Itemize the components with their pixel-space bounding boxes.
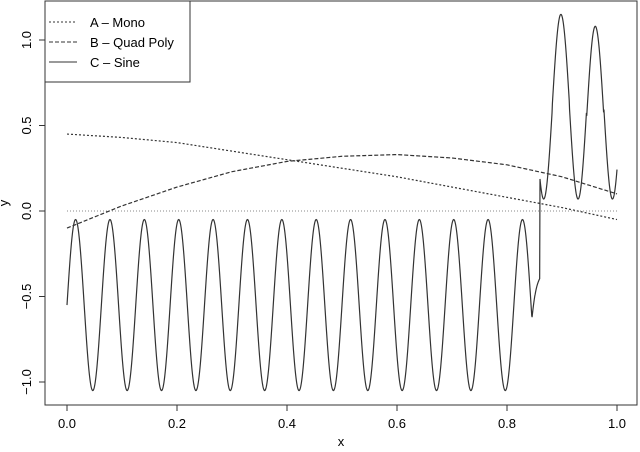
y-tick-label: 1.0	[19, 31, 34, 49]
x-tick-label: 0.0	[58, 416, 76, 431]
legend-label-quad-poly: B – Quad Poly	[90, 35, 174, 50]
series-line-mono	[66, 133, 618, 221]
series-line-quad-poly	[66, 153, 618, 229]
legend-label-sine: C – Sine	[90, 55, 140, 70]
legend-label-mono: A – Mono	[90, 15, 145, 30]
y-tick-label: −0.5	[19, 284, 34, 310]
y-tick-label: 0.5	[19, 116, 34, 134]
x-tick-label: 0.6	[388, 416, 406, 431]
x-tick-label: 0.2	[168, 416, 186, 431]
x-axis: 0.0 0.2 0.4 0.6 0.8 1.0	[58, 404, 626, 431]
series-line-sine	[66, 13, 618, 392]
x-tick-label: 0.8	[498, 416, 516, 431]
y-tick-label: 0.0	[19, 202, 34, 220]
legend: A – Mono B – Quad Poly C – Sine	[44, 0, 191, 83]
x-axis-title: x	[338, 434, 345, 449]
x-tick-label: 0.4	[278, 416, 296, 431]
y-tick-label: −1.0	[19, 369, 34, 395]
x-tick-label: 1.0	[608, 416, 626, 431]
y-axis-title: y	[0, 199, 11, 206]
series-layer	[66, 13, 618, 392]
y-axis: −1.0 −0.5 0.0 0.5 1.0	[19, 31, 46, 395]
